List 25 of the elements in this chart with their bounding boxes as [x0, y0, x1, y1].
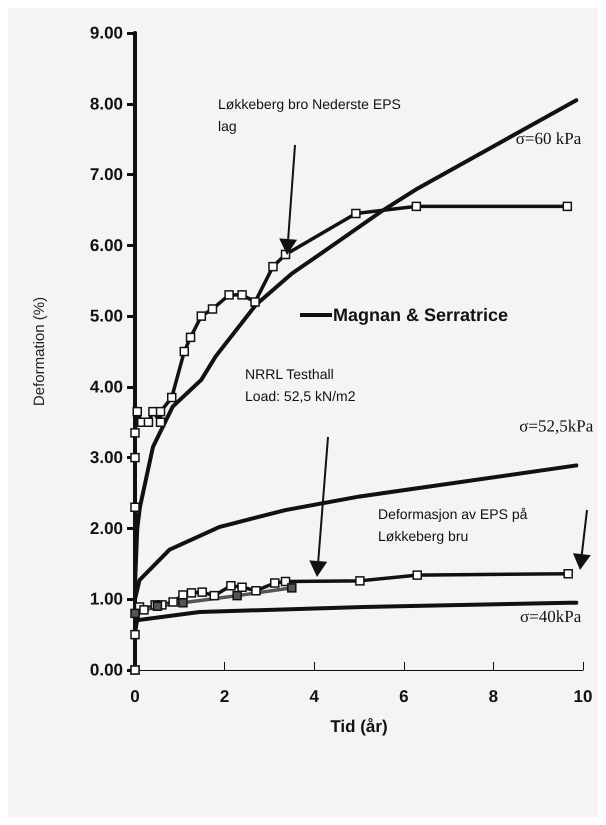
- annotation: Magnan & Serratrice: [333, 305, 508, 325]
- y-tick-label: 3.00: [90, 448, 123, 468]
- x-tick-label: 2: [220, 687, 230, 706]
- y-tick-label: 1.00: [90, 590, 123, 609]
- annotation: NRRL Testhall Load: 52,5 kN/m2: [245, 366, 356, 404]
- y-tick-label: 6.00: [90, 236, 123, 255]
- y-tick-label: 0.00: [90, 660, 123, 680]
- y-tick-label: 7.00: [90, 165, 123, 184]
- y-tick-label: 8.00: [90, 94, 123, 114]
- y-tick-label: 2.00: [90, 518, 123, 538]
- y-tick-label: 4.00: [90, 377, 123, 396]
- series-label: σ=40kPa: [520, 606, 582, 626]
- annotation: Deformasjon av EPS på Løkkeberg bru: [378, 506, 528, 544]
- annotation: Løkkeberg bro Nederste EPS lag: [218, 96, 401, 134]
- series-label: σ=60 kPa: [516, 129, 582, 148]
- x-tick-label: 0: [130, 687, 140, 706]
- x-tick-label: 4: [309, 687, 320, 706]
- x-tick-label: 8: [488, 687, 498, 706]
- y-tick-label: 5.00: [90, 306, 123, 326]
- y-axis-title: Deformation (%): [31, 296, 48, 406]
- text: σ=52,5kPa: [519, 416, 594, 436]
- y-tick-label: 9.00: [90, 24, 123, 42]
- x-tick-label: 10: [574, 687, 592, 706]
- x-tick-label: 6: [399, 687, 409, 706]
- x-axis-title: Tid (år): [330, 717, 388, 736]
